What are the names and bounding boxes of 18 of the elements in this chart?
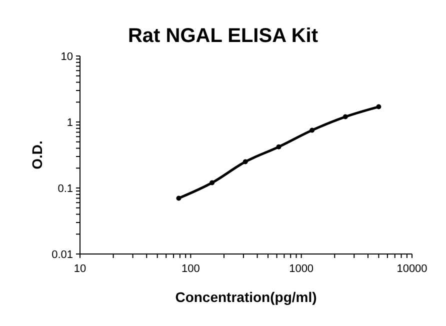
point bbox=[276, 144, 282, 150]
x-axis-title: Concentration(pg/ml) bbox=[175, 289, 317, 305]
y-tick-label: 10 bbox=[60, 51, 73, 63]
x-tick-label: 1000 bbox=[289, 263, 314, 275]
y-tick-label: 0.01 bbox=[52, 249, 73, 261]
point bbox=[310, 128, 315, 133]
point bbox=[376, 104, 382, 110]
chart-title: Rat NGAL ELISA Kit bbox=[128, 25, 318, 47]
point bbox=[210, 180, 215, 186]
x-tick-label: 10 bbox=[74, 263, 86, 275]
point bbox=[342, 114, 348, 120]
x-tick-label: 10000 bbox=[396, 263, 428, 275]
point bbox=[242, 159, 248, 164]
y-tick-label: 1 bbox=[66, 117, 73, 129]
x-tick-label: 100 bbox=[181, 263, 200, 275]
point bbox=[176, 196, 182, 201]
y-tick-label: 0.1 bbox=[58, 183, 73, 195]
y-axis-title: O.D. bbox=[29, 140, 45, 170]
